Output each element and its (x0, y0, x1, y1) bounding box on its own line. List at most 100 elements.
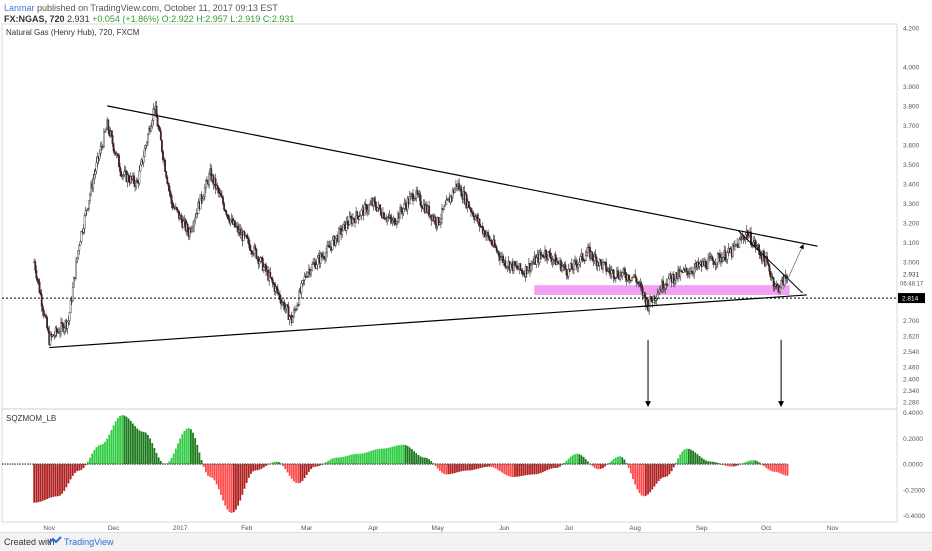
candle-body (346, 220, 349, 225)
candle-body (768, 264, 771, 272)
candle (602, 258, 604, 274)
momentum-bar (488, 464, 491, 467)
momentum-bar (125, 416, 128, 465)
candle (259, 256, 262, 263)
candle-body (199, 194, 202, 210)
candle (62, 321, 65, 334)
candle-body (780, 280, 783, 288)
author-link[interactable]: Lanmar (4, 3, 35, 13)
candle (110, 129, 113, 138)
candle-body (655, 298, 658, 300)
candle-body (123, 170, 126, 176)
momentum-bar (194, 438, 197, 465)
candle (372, 197, 375, 211)
candle-body (41, 305, 44, 311)
candle (593, 251, 596, 265)
candle-body (280, 299, 282, 305)
candle (365, 203, 368, 216)
candle (103, 127, 105, 148)
chart-canvas[interactable]: Natural Gas (Henry Hub), 720, FXCM SQZMO… (0, 0, 932, 532)
x-tick-label: Mar (301, 525, 313, 532)
candle-body (248, 244, 251, 251)
candle (547, 251, 550, 261)
candle (325, 247, 327, 263)
momentum-bar (106, 438, 109, 465)
momentum-bar (771, 464, 774, 472)
candle-body (453, 188, 456, 193)
momentum-bar (391, 446, 394, 465)
candle-body (412, 193, 414, 201)
candle (726, 250, 729, 264)
momentum-bar (724, 464, 727, 466)
x-tick-label: Jul (564, 525, 573, 532)
momentum-bar (374, 449, 377, 465)
candle-body (118, 155, 120, 168)
candle (265, 262, 267, 277)
candle-body (606, 270, 609, 272)
momentum-bar (136, 428, 139, 465)
momentum-bar (108, 434, 111, 465)
candle-body (748, 235, 750, 238)
momentum-bar (580, 455, 583, 465)
trendline[interactable] (107, 105, 818, 247)
momentum-bar (625, 463, 628, 465)
candle (679, 265, 682, 281)
x-tick-label: Nov (827, 525, 839, 532)
momentum-bar (172, 453, 175, 465)
candle (673, 278, 676, 288)
candle-body (562, 265, 565, 268)
candle (171, 200, 174, 211)
momentum-bar (683, 449, 686, 465)
momentum-bar (305, 464, 308, 476)
candle-body (667, 278, 670, 285)
momentum-bar (237, 464, 239, 506)
momentum-bar (484, 464, 486, 468)
momentum-bar (123, 415, 126, 465)
momentum-bar (597, 464, 600, 470)
candle (178, 211, 180, 222)
momentum-bar (71, 464, 74, 476)
candle-body (547, 251, 550, 260)
candle (685, 267, 688, 276)
candle (719, 249, 721, 265)
candle-body (767, 261, 770, 265)
momentum-bar (604, 464, 607, 467)
momentum-bar (144, 432, 147, 465)
candle-body (608, 268, 611, 272)
candle-body (83, 214, 86, 229)
trendline[interactable] (737, 230, 803, 294)
candle-body (349, 216, 352, 218)
candle (281, 297, 283, 307)
y-tick-label: 2.620 (903, 333, 920, 340)
osc-y-tick-label: -0.2000 (903, 487, 925, 494)
candle (75, 256, 77, 280)
momentum-bar (421, 457, 424, 465)
momentum-bar (59, 464, 61, 496)
candle-body (358, 216, 361, 220)
candle (394, 218, 397, 226)
candle-body (208, 173, 211, 185)
momentum-bar (275, 461, 278, 465)
tradingview-brand-link[interactable]: TradingView (64, 537, 114, 547)
candle-body (610, 270, 613, 274)
candle (584, 250, 587, 261)
momentum-bar (254, 464, 257, 471)
support-price-label: 2.814 (902, 296, 919, 303)
candle-body (587, 246, 589, 253)
candle-body (177, 209, 179, 212)
candle (356, 210, 359, 220)
candle (85, 209, 88, 216)
candle (34, 259, 37, 274)
momentum-bar (46, 464, 48, 500)
created-with-text: Created with (4, 537, 55, 547)
candle-body (672, 274, 675, 284)
momentum-bar (453, 464, 456, 474)
trendline[interactable] (49, 294, 807, 349)
candle-body (438, 222, 441, 225)
open-value: O:2.922 (161, 14, 194, 24)
momentum-bar (61, 464, 63, 494)
momentum-bar (730, 464, 733, 467)
candle (634, 269, 637, 279)
candle-body (490, 240, 493, 244)
momentum-bar (754, 460, 757, 465)
